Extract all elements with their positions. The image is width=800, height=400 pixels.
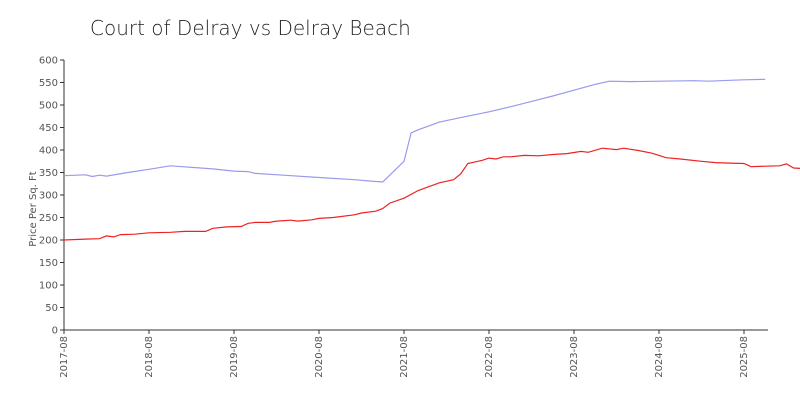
x-tick-label: 2018-08: [144, 336, 155, 378]
y-tick-label: 100: [39, 281, 58, 292]
y-tick-label: 0: [52, 326, 58, 337]
x-tick-label: 2017-08: [59, 336, 70, 378]
series-layer: [63, 78, 800, 241]
x-tick-label: 2025-08: [739, 336, 750, 378]
x-tick-label: 2024-08: [654, 336, 665, 378]
y-tick-label: 600: [39, 56, 58, 67]
y-tick-label: 250: [39, 213, 58, 224]
x-tick-label: 2019-08: [229, 336, 240, 378]
y-tick-label: 500: [39, 101, 58, 112]
series-line-1: [63, 78, 766, 183]
y-tick-label: 150: [39, 258, 58, 269]
y-tick-label: 350: [39, 168, 58, 179]
axes: 0 50 100 150 200 250 300 350 400 450 500 550 600 2017…: [39, 56, 768, 378]
y-tick-label: 400: [39, 146, 58, 157]
y-tick-label: 50: [45, 303, 58, 314]
x-tick-label: 2021-08: [399, 336, 410, 378]
y-tick-label: 550: [39, 78, 58, 89]
x-tick-label: 2023-08: [569, 336, 580, 378]
series-line-2: [63, 147, 800, 241]
y-tick-label: 300: [39, 191, 58, 202]
y-tick-label: 200: [39, 236, 58, 247]
x-tick-label: 2022-08: [484, 336, 495, 378]
x-tick-label: 2020-08: [314, 336, 325, 378]
y-tick-label: 450: [39, 123, 58, 134]
chart-title: Court of Delray vs Delray Beach: [90, 16, 411, 40]
y-axis-label: Price Per Sq. Ft: [28, 171, 39, 246]
